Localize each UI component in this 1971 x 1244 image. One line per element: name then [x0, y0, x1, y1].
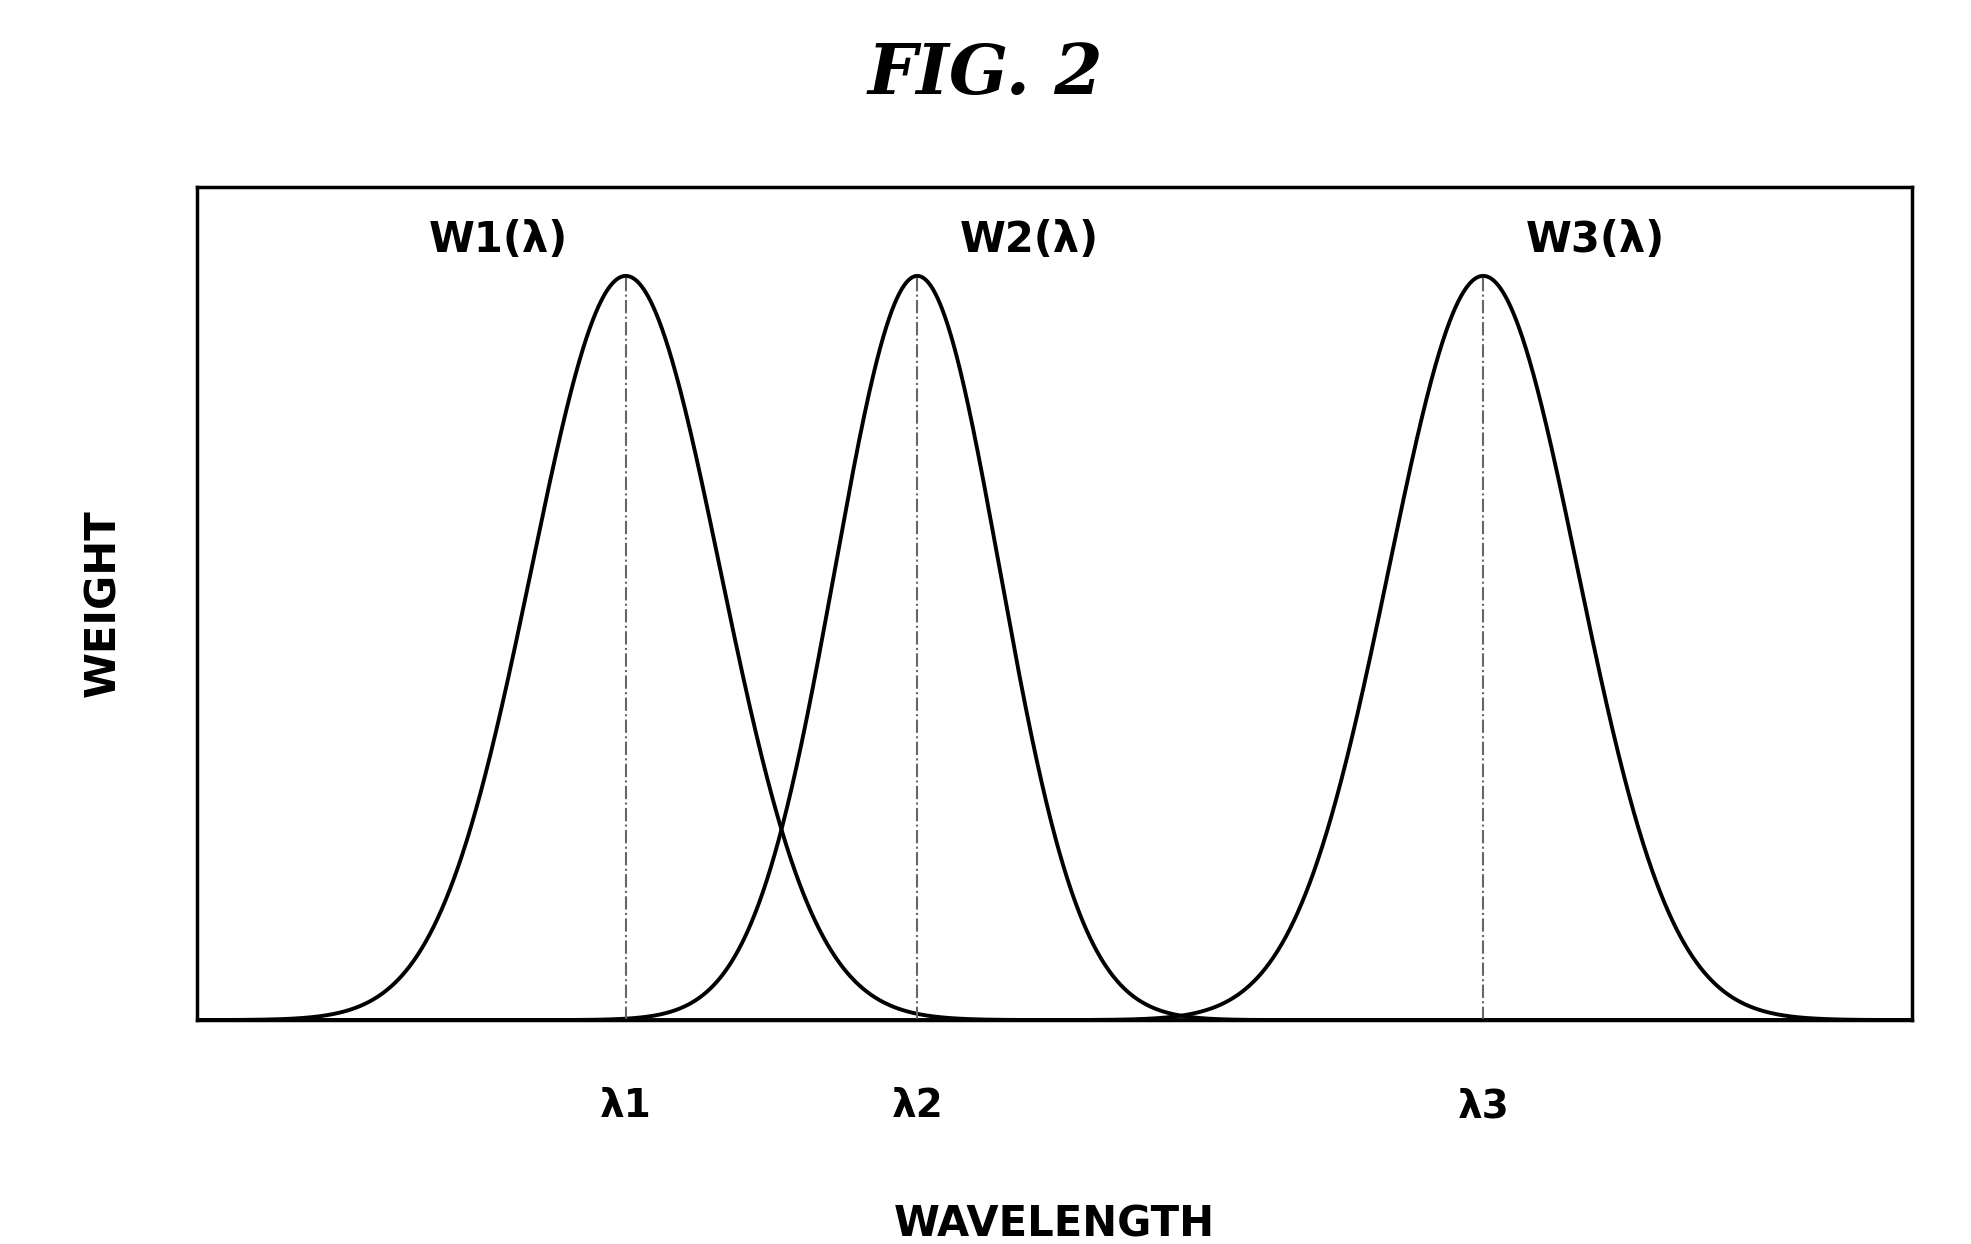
Text: W1(λ): W1(λ) [428, 219, 568, 261]
Text: WAVELENGTH: WAVELENGTH [895, 1203, 1214, 1244]
Text: WEIGHT: WEIGHT [81, 510, 124, 697]
Text: FIG. 2: FIG. 2 [867, 41, 1104, 108]
Text: W3(λ): W3(λ) [1526, 219, 1665, 261]
Text: λ1: λ1 [599, 1087, 652, 1125]
Text: W2(λ): W2(λ) [960, 219, 1100, 261]
Text: λ3: λ3 [1457, 1087, 1510, 1125]
Text: λ2: λ2 [891, 1087, 944, 1125]
